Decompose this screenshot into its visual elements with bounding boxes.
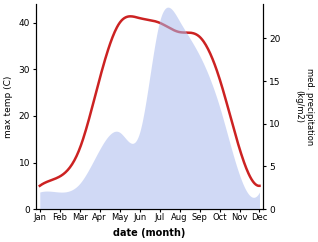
Y-axis label: max temp (C): max temp (C): [4, 76, 13, 138]
X-axis label: date (month): date (month): [114, 228, 186, 238]
Y-axis label: med. precipitation
(kg/m2): med. precipitation (kg/m2): [294, 68, 314, 145]
